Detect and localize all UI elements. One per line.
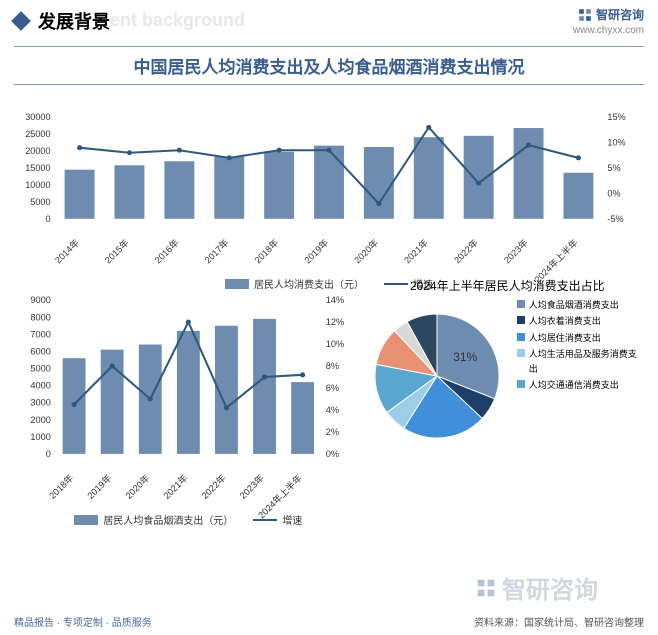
svg-text:4000: 4000 <box>30 381 51 391</box>
bar <box>364 147 394 219</box>
legend-item: 增速 <box>253 512 302 527</box>
svg-text:9000: 9000 <box>30 295 51 305</box>
svg-text:2017年: 2017年 <box>202 237 231 266</box>
svg-text:15000: 15000 <box>25 163 50 173</box>
pie-legend-item: 人均衣着消费支出 <box>517 314 639 328</box>
svg-text:2015年: 2015年 <box>102 237 131 266</box>
watermark-text: 智研咨询 <box>502 570 598 605</box>
chart2-legend: 居民人均食品烟酒支出（元） 增速 <box>14 512 363 527</box>
bar <box>164 161 194 219</box>
svg-text:2023年: 2023年 <box>501 237 530 266</box>
svg-text:2022年: 2022年 <box>451 237 480 266</box>
bar <box>253 319 276 454</box>
bar <box>115 165 145 219</box>
chart-title: 中国居民人均消费支出及人均食品烟酒消费支出情况 <box>14 46 644 85</box>
svg-text:8000: 8000 <box>30 312 51 322</box>
footer-right: 资料来源：国家统计局、智研咨询整理 <box>474 614 644 629</box>
svg-text:3000: 3000 <box>30 398 51 408</box>
svg-text:5000: 5000 <box>30 364 51 374</box>
svg-text:5%: 5% <box>607 163 620 173</box>
bar <box>464 136 494 219</box>
footer: 精品报告 · 专项定制 · 品质服务 资料来源：国家统计局、智研咨询整理 <box>0 608 658 635</box>
svg-text:2021年: 2021年 <box>402 237 431 266</box>
svg-text:2000: 2000 <box>30 415 51 425</box>
svg-text:5000: 5000 <box>30 197 50 207</box>
header: 发展背景 ent background 智研咨询 www.chyxx.com <box>0 0 658 36</box>
pie-legend-item: 人均生活用品及服务消费支出 <box>517 347 639 376</box>
bar <box>314 146 344 219</box>
svg-text:7000: 7000 <box>30 329 51 339</box>
svg-text:2020年: 2020年 <box>123 472 152 501</box>
brand-block: 智研咨询 www.chyxx.com <box>573 6 644 36</box>
brand-name: 智研咨询 <box>596 6 644 23</box>
title-shadow: ent background <box>110 10 245 31</box>
svg-text:2018年: 2018年 <box>47 472 76 501</box>
pie-legend-item: 人均居住消费支出 <box>517 331 639 345</box>
diamond-icon <box>11 11 31 31</box>
svg-text:0%: 0% <box>326 449 339 459</box>
svg-text:0: 0 <box>46 449 51 459</box>
svg-text:14%: 14% <box>326 295 344 305</box>
svg-text:2021年: 2021年 <box>161 472 190 501</box>
svg-text:1000: 1000 <box>30 432 51 442</box>
bar <box>65 170 95 219</box>
bar <box>414 137 444 219</box>
svg-text:12%: 12% <box>326 317 344 327</box>
pie-legend-item: 人均交通通信消费支出 <box>517 378 639 392</box>
chart1-svg: 0 5000 10000 15000 20000 25000 30000 -5% 0% 5% 10%… <box>14 93 644 243</box>
pie-svg: 31% <box>367 298 517 448</box>
svg-text:2020年: 2020年 <box>352 237 381 266</box>
bar <box>514 128 544 219</box>
bar <box>264 152 294 219</box>
chart2-container: 0 1000 2000 3000 4000 5000 6000 7000 8000 9000 0% 2… <box>14 277 363 527</box>
svg-text:2%: 2% <box>326 427 339 437</box>
chart1-title-text: 中国居民人均消费支出及人均食品烟酒消费支出情况 <box>134 58 525 77</box>
bar <box>563 173 593 219</box>
svg-text:15%: 15% <box>607 112 625 122</box>
bar <box>291 382 314 454</box>
brand-url: www.chyxx.com <box>573 25 644 36</box>
svg-text:2019年: 2019年 <box>302 237 331 266</box>
svg-text:4%: 4% <box>326 405 339 415</box>
pie-legend: 人均食品烟酒消费支出人均衣着消费支出人均居住消费支出人均生活用品及服务消费支出人… <box>517 298 639 448</box>
brand-icon <box>578 8 592 22</box>
footer-left: 精品报告 · 专项定制 · 品质服务 <box>14 614 152 629</box>
bar <box>214 157 244 219</box>
svg-text:0%: 0% <box>607 188 620 198</box>
svg-text:-5%: -5% <box>607 214 623 224</box>
svg-text:25000: 25000 <box>25 129 50 139</box>
watermark-icon <box>476 578 496 598</box>
pie-highlight-label: 31% <box>453 350 477 364</box>
page-title: 发展背景 <box>38 8 110 34</box>
legend-item: 居民人均食品烟酒支出（元） <box>74 512 233 527</box>
svg-text:20000: 20000 <box>25 146 50 156</box>
svg-text:10%: 10% <box>607 138 625 148</box>
svg-text:6%: 6% <box>326 383 339 393</box>
bottom-row: 0 1000 2000 3000 4000 5000 6000 7000 8000 9000 0% 2… <box>14 277 648 527</box>
svg-text:2014年: 2014年 <box>52 237 81 266</box>
svg-text:6000: 6000 <box>30 346 51 356</box>
watermark: 智研咨询 <box>476 570 598 605</box>
chart3-container: 2024年上半年居民人均消费支出占比 31% 人均食品烟酒消费支出人均衣着消费支… <box>363 277 648 527</box>
svg-text:2016年: 2016年 <box>152 237 181 266</box>
svg-text:2018年: 2018年 <box>252 237 281 266</box>
pie-legend-item: 人均食品烟酒消费支出 <box>517 298 639 312</box>
chart1-container: 0 5000 10000 15000 20000 25000 30000 -5% 0% 5% 10%… <box>14 93 644 273</box>
svg-text:10000: 10000 <box>25 180 50 190</box>
svg-text:2022年: 2022年 <box>199 472 228 501</box>
bar <box>177 331 200 454</box>
svg-text:8%: 8% <box>326 361 339 371</box>
svg-text:0: 0 <box>46 214 51 224</box>
svg-text:2023年: 2023年 <box>237 472 266 501</box>
pie-title: 2024年上半年居民人均消费支出占比 <box>367 277 648 294</box>
svg-text:30000: 30000 <box>25 112 50 122</box>
svg-text:10%: 10% <box>326 339 344 349</box>
svg-text:2019年: 2019年 <box>85 472 114 501</box>
chart2-svg: 0 1000 2000 3000 4000 5000 6000 7000 8000 9000 0% 2… <box>14 277 363 477</box>
